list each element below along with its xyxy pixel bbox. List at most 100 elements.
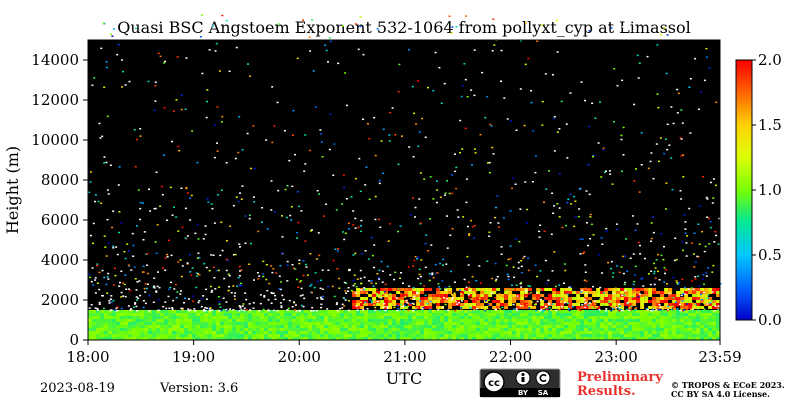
heatmap-speckle [291,264,294,266]
heatmap-speckle [629,309,632,312]
heatmap-cell [252,337,256,340]
heatmap-speckle [717,305,720,307]
heatmap-cell [672,322,676,325]
heatmap-speckle [619,305,622,307]
heatmap-speckle [320,306,323,309]
heatmap-cell [280,328,284,331]
heatmap-speckle [189,197,191,199]
heatmap-cell [100,325,104,328]
heatmap-cell [300,334,304,337]
heatmap-speckle [525,22,527,24]
heatmap-cell [332,310,336,313]
heatmap-cell [644,319,648,322]
heatmap-speckle [167,239,170,242]
heatmap-speckle [204,310,207,312]
heatmap-speckle [432,309,434,312]
heatmap-speckle [632,287,635,290]
heatmap-speckle [105,61,108,63]
heatmap-speckle [519,305,522,307]
heatmap-speckle [112,210,115,212]
heatmap-speckle [518,240,521,243]
heatmap-speckle [626,270,629,272]
heatmap-speckle [421,117,424,120]
heatmap-cell [252,334,256,337]
heatmap-speckle [468,233,471,235]
heatmap-speckle [249,214,251,217]
heatmap-cell [388,300,393,303]
heatmap-cell [372,316,376,319]
heatmap-cell [628,325,632,328]
heatmap-speckle [352,210,355,212]
y-tick-label: 10000 [31,131,79,149]
heatmap-speckle [99,137,102,139]
heatmap-cell [556,337,560,340]
heatmap-cell [664,334,668,337]
heatmap-cell [180,328,184,331]
heatmap-cell [568,328,572,331]
heatmap-cell [144,316,148,319]
heatmap-speckle [185,57,188,59]
heatmap-cell [576,291,581,294]
heatmap-speckle [715,234,718,237]
heatmap-cell [604,313,608,316]
heatmap-cell [660,328,664,331]
heatmap-speckle [711,291,714,293]
heatmap-speckle [321,156,324,158]
heatmap-cell [460,334,464,337]
heatmap-speckle [495,206,497,209]
heatmap-speckle [407,49,410,51]
heatmap-cell [180,331,184,334]
heatmap-speckle [373,266,375,269]
heatmap-speckle [105,283,108,286]
heatmap-cell [204,313,208,316]
heatmap-speckle [352,284,355,287]
heatmap-speckle [651,308,654,311]
heatmap-speckle [631,296,634,298]
heatmap-cell [284,316,288,319]
heatmap-cell [528,288,533,291]
heatmap-speckle [102,307,105,310]
heatmap-cell [464,310,468,313]
heatmap-cell [712,306,717,309]
heatmap-cell [352,310,356,313]
heatmap-cell [148,319,152,322]
heatmap-speckle [124,274,127,276]
heatmap-cell [560,300,565,303]
heatmap-cell [300,319,304,322]
heatmap-speckle [540,298,542,301]
heatmap-speckle [179,293,182,295]
heatmap-cell [596,310,600,313]
heatmap-speckle [471,164,473,166]
heatmap-cell [516,310,520,313]
heatmap-cell [540,331,544,334]
heatmap-cell [168,334,172,337]
heatmap-speckle [391,107,394,109]
x-tick-label: 19:00 [172,348,215,366]
heatmap-speckle [105,161,108,164]
heatmap-speckle [213,156,216,159]
heatmap-cell [368,337,372,340]
heatmap-speckle [489,222,492,224]
heatmap-speckle [698,285,701,287]
heatmap-speckle [420,275,422,278]
heatmap-cell [312,319,316,322]
heatmap-cell [648,334,652,337]
heatmap-speckle [663,267,666,269]
heatmap-cell [608,297,613,300]
heatmap-cell [416,303,421,306]
heatmap-cell [716,337,720,340]
heatmap-cell [432,300,437,303]
heatmap-speckle [412,265,415,267]
heatmap-speckle [631,215,634,217]
heatmap-cell [516,325,520,328]
heatmap-cell [452,300,457,303]
heatmap-speckle [126,243,129,245]
heatmap-speckle [402,282,404,284]
heatmap-speckle [611,308,614,310]
heatmap-cell [316,334,320,337]
heatmap-cell [300,310,304,313]
heatmap-speckle [513,276,516,279]
heatmap-speckle [211,207,214,210]
heatmap-cell [712,291,717,294]
heatmap-cell [188,331,192,334]
